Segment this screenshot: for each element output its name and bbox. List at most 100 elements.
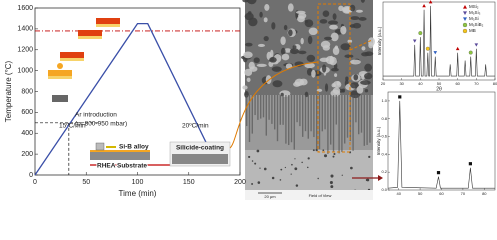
x-tick-label: 60	[439, 191, 444, 196]
sem-grain	[332, 80, 342, 89]
sem-grain	[329, 55, 334, 65]
sem-grain	[361, 52, 370, 57]
sem-grain	[334, 73, 338, 77]
x-tick-label: 0	[33, 179, 37, 186]
figure: 20 μm Field of View0200400600800100012001…	[4, 0, 497, 200]
sem-grain	[281, 53, 290, 61]
y-tick-label: 0.2	[381, 169, 387, 174]
sem-column	[310, 95, 312, 132]
sem-grain	[243, 51, 253, 59]
marker	[455, 46, 460, 51]
y-tick-label: 0.0	[381, 187, 387, 192]
sem-column	[260, 95, 262, 119]
legend-label: M₃Si	[469, 16, 479, 21]
sem-column	[327, 95, 329, 154]
x-tick-label: 50	[437, 81, 442, 86]
sem-pore	[307, 157, 310, 160]
x-tick-label: 30	[399, 81, 404, 86]
sem-grain	[269, 57, 277, 63]
sem-pore	[315, 148, 318, 152]
sem-column	[296, 95, 298, 123]
sem-grain	[246, 0, 257, 5]
y-tick-label: 600	[21, 109, 33, 116]
sem-pore	[254, 162, 257, 165]
sem-grain	[244, 90, 249, 98]
sem-grain	[324, 83, 329, 92]
furnace-icon	[96, 24, 120, 27]
sample-icon	[52, 95, 68, 102]
sem-grain	[368, 42, 374, 49]
sem-grain	[311, 69, 316, 78]
sem-grain	[322, 45, 330, 51]
sem-column	[330, 95, 332, 145]
sem-pore	[307, 166, 309, 169]
sem-pore	[329, 180, 333, 185]
marker	[436, 171, 441, 175]
marker	[398, 95, 402, 99]
legend-label: MSi₂	[469, 4, 479, 9]
x-tick-label: 150	[183, 179, 195, 186]
sem-column	[285, 95, 287, 144]
sem-grain	[330, 32, 339, 42]
furnace-icon	[96, 18, 120, 24]
marker	[463, 11, 467, 15]
sem-grain	[330, 89, 341, 97]
sem-grain	[256, 63, 267, 67]
substrate-block	[90, 152, 150, 160]
sem-pore	[368, 155, 371, 159]
coating-layer	[172, 154, 228, 164]
sem-column	[355, 95, 357, 123]
sem-pore	[251, 182, 254, 185]
sem-grain	[360, 0, 365, 3]
sem-pore	[259, 167, 261, 169]
sem-grain	[298, 50, 307, 55]
sem-grain	[287, 3, 294, 12]
marker	[468, 162, 472, 166]
sem-grain	[345, 76, 349, 81]
x-tick-label: 50	[418, 191, 423, 196]
marker	[422, 4, 426, 8]
sem-column	[335, 95, 337, 125]
marker	[463, 5, 467, 9]
x-tick-label: 100	[132, 179, 144, 186]
sem-grain	[242, 85, 248, 90]
sem-column	[366, 95, 368, 145]
furnace-icon	[57, 63, 63, 69]
sem-pore	[256, 149, 260, 153]
sem-column	[254, 95, 256, 116]
sem-pore	[301, 161, 303, 164]
sem-pore	[350, 166, 353, 170]
y-axis-label: Intensity (a.u.)	[376, 126, 381, 155]
sem-pore	[280, 168, 283, 171]
sem-grain	[307, 35, 313, 45]
sem-pore	[294, 167, 298, 171]
furnace-icon	[78, 30, 102, 36]
sem-grain	[264, 3, 270, 11]
sem-column	[360, 95, 363, 133]
sem-grain	[280, 47, 286, 56]
marker	[462, 22, 468, 28]
sem-pore	[295, 184, 299, 187]
x-tick-label: 70	[461, 191, 466, 196]
x-tick-label: 40	[396, 191, 401, 196]
sem-column	[276, 95, 279, 142]
sem-grain	[350, 82, 359, 89]
y-tick-label: 0.4	[381, 151, 387, 156]
region-arrow	[349, 39, 373, 51]
sem-pore	[312, 149, 315, 152]
xrd-pattern	[387, 100, 495, 189]
coating-pointer	[229, 61, 319, 149]
furnace-icon	[48, 70, 72, 76]
sem-grain	[340, 43, 351, 51]
furnace-icon	[78, 36, 102, 39]
marker	[474, 43, 479, 47]
region-box	[317, 3, 351, 153]
sem-caption: Field of View	[309, 193, 332, 198]
sem-pore	[263, 167, 267, 171]
sem-column	[262, 95, 265, 118]
marker	[418, 31, 423, 36]
y-tick-label: 0.8	[381, 116, 387, 121]
sem-column	[282, 95, 284, 125]
sem-column	[299, 95, 301, 127]
x-axis-label: 2θ	[436, 86, 442, 92]
